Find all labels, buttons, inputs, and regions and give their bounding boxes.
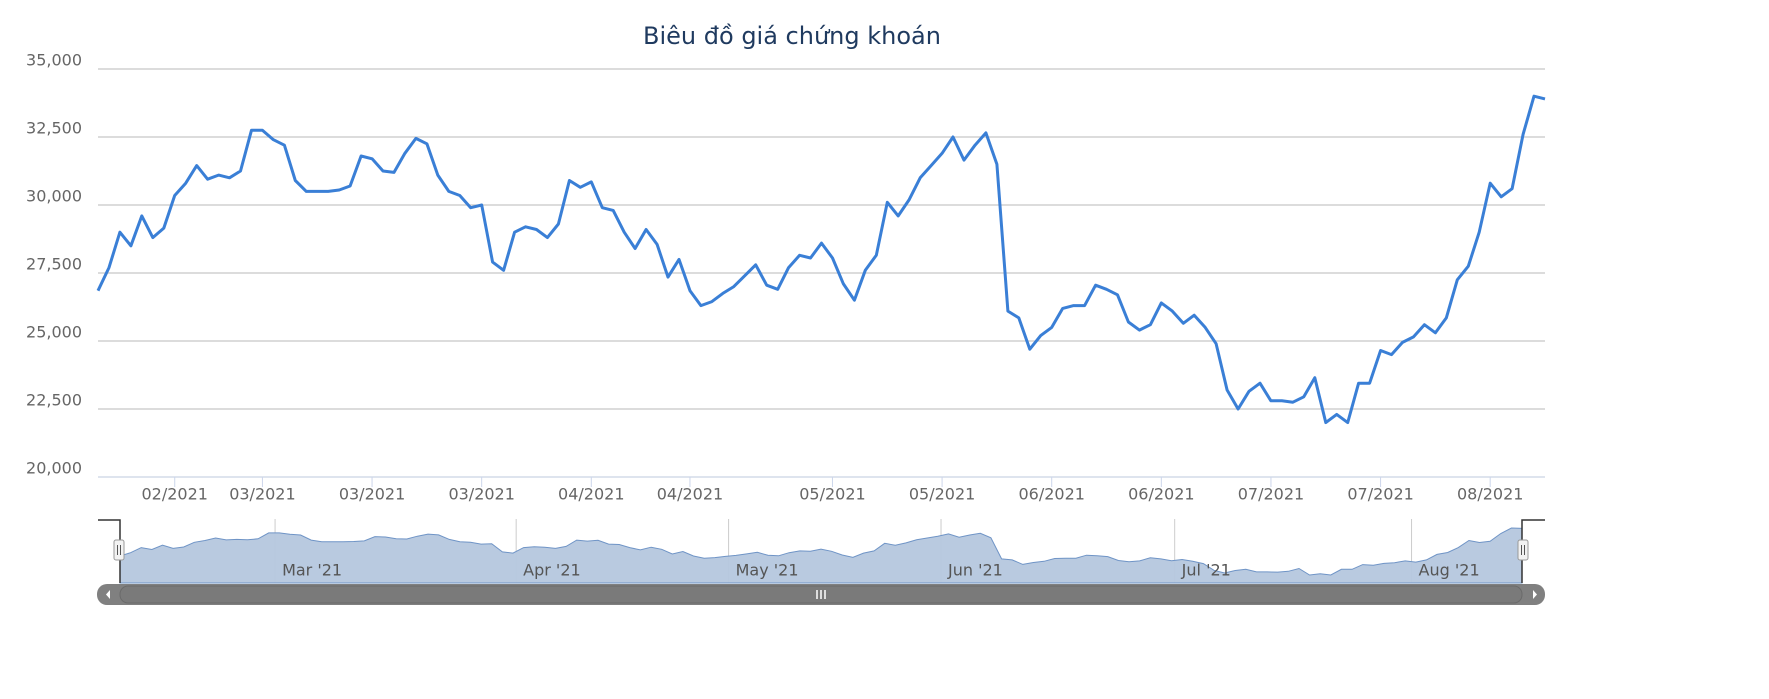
navigator-label: Aug '21 bbox=[1419, 561, 1480, 580]
y-tick-label: 25,000 bbox=[26, 323, 82, 342]
x-tick-label: 04/2021 bbox=[558, 485, 624, 504]
scroll-right-arrow[interactable] bbox=[1533, 590, 1537, 599]
navigator-label: Jul '21 bbox=[1181, 561, 1231, 580]
x-tick-label: 07/2021 bbox=[1238, 485, 1304, 504]
navigator-label: Jun '21 bbox=[947, 561, 1003, 580]
x-tick-label: 03/2021 bbox=[448, 485, 514, 504]
x-tick-label: 07/2021 bbox=[1347, 485, 1413, 504]
x-tick-label: 05/2021 bbox=[799, 485, 865, 504]
y-tick-label: 20,000 bbox=[26, 459, 82, 478]
price-line bbox=[96, 94, 1546, 425]
x-tick-label: 05/2021 bbox=[909, 485, 975, 504]
y-tick-label: 35,000 bbox=[26, 51, 82, 70]
navigator-area bbox=[119, 527, 1523, 584]
navigator-label: Mar '21 bbox=[282, 561, 342, 580]
navigator-handle[interactable] bbox=[113, 539, 125, 561]
handle-grip bbox=[1521, 545, 1525, 555]
scrollbar[interactable] bbox=[97, 584, 1545, 605]
handle-body bbox=[113, 539, 125, 561]
y-tick-label: 22,500 bbox=[26, 391, 82, 410]
chart-title: Biêu đồ giá chứng khoán bbox=[643, 22, 941, 50]
y-tick-label: 30,000 bbox=[26, 187, 82, 206]
y-tick-label: 27,500 bbox=[26, 255, 82, 274]
navigator-handle[interactable] bbox=[1517, 539, 1529, 561]
x-tick-label: 03/2021 bbox=[339, 485, 405, 504]
x-tick-label: 03/2021 bbox=[229, 485, 295, 504]
scrollbar-grip bbox=[816, 590, 826, 599]
navigator-outline bbox=[98, 519, 1545, 583]
handle-grip bbox=[117, 545, 121, 555]
handle-body bbox=[1517, 539, 1529, 561]
navigator-label: May '21 bbox=[736, 561, 799, 580]
x-tick-label: 08/2021 bbox=[1457, 485, 1523, 504]
x-tick-label: 06/2021 bbox=[1018, 485, 1084, 504]
y-tick-label: 32,500 bbox=[26, 119, 82, 138]
x-tick-label: 06/2021 bbox=[1128, 485, 1194, 504]
x-tick-label: 02/2021 bbox=[142, 485, 208, 504]
scroll-left-arrow[interactable] bbox=[106, 590, 110, 599]
navigator-label: Apr '21 bbox=[523, 561, 581, 580]
x-tick-label: 04/2021 bbox=[657, 485, 723, 504]
